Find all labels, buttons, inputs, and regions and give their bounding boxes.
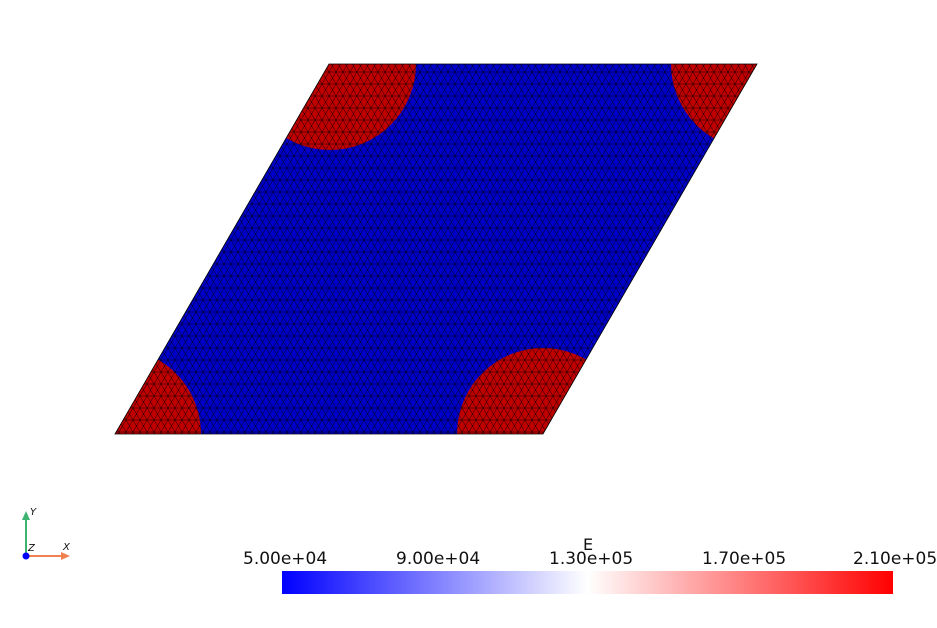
colorbar-tick-3: 1.70e+05 [702,549,787,569]
orientation-triad[interactable] [22,511,70,560]
colorbar-tick-1: 9.00e+04 [396,549,481,569]
colorbar-tick-2: 1.30e+05 [549,549,634,569]
domain-outline [114,63,758,435]
colorbar-gradient [282,571,893,594]
colorbar-tick-4: 2.10e+05 [853,549,937,569]
triangle-mesh [115,64,757,434]
y-axis-arrowhead [22,511,30,520]
z-axis-label: Z [28,543,35,554]
y-axis-label: Y [30,507,37,518]
colorbar-title: E [582,535,594,554]
x-axis-arrowhead [61,552,70,560]
x-axis-label: X [63,542,70,553]
mesh-domain [115,64,757,434]
colorbar-tick-0: 5.00e+04 [243,549,328,569]
z-axis-dot [22,552,30,560]
